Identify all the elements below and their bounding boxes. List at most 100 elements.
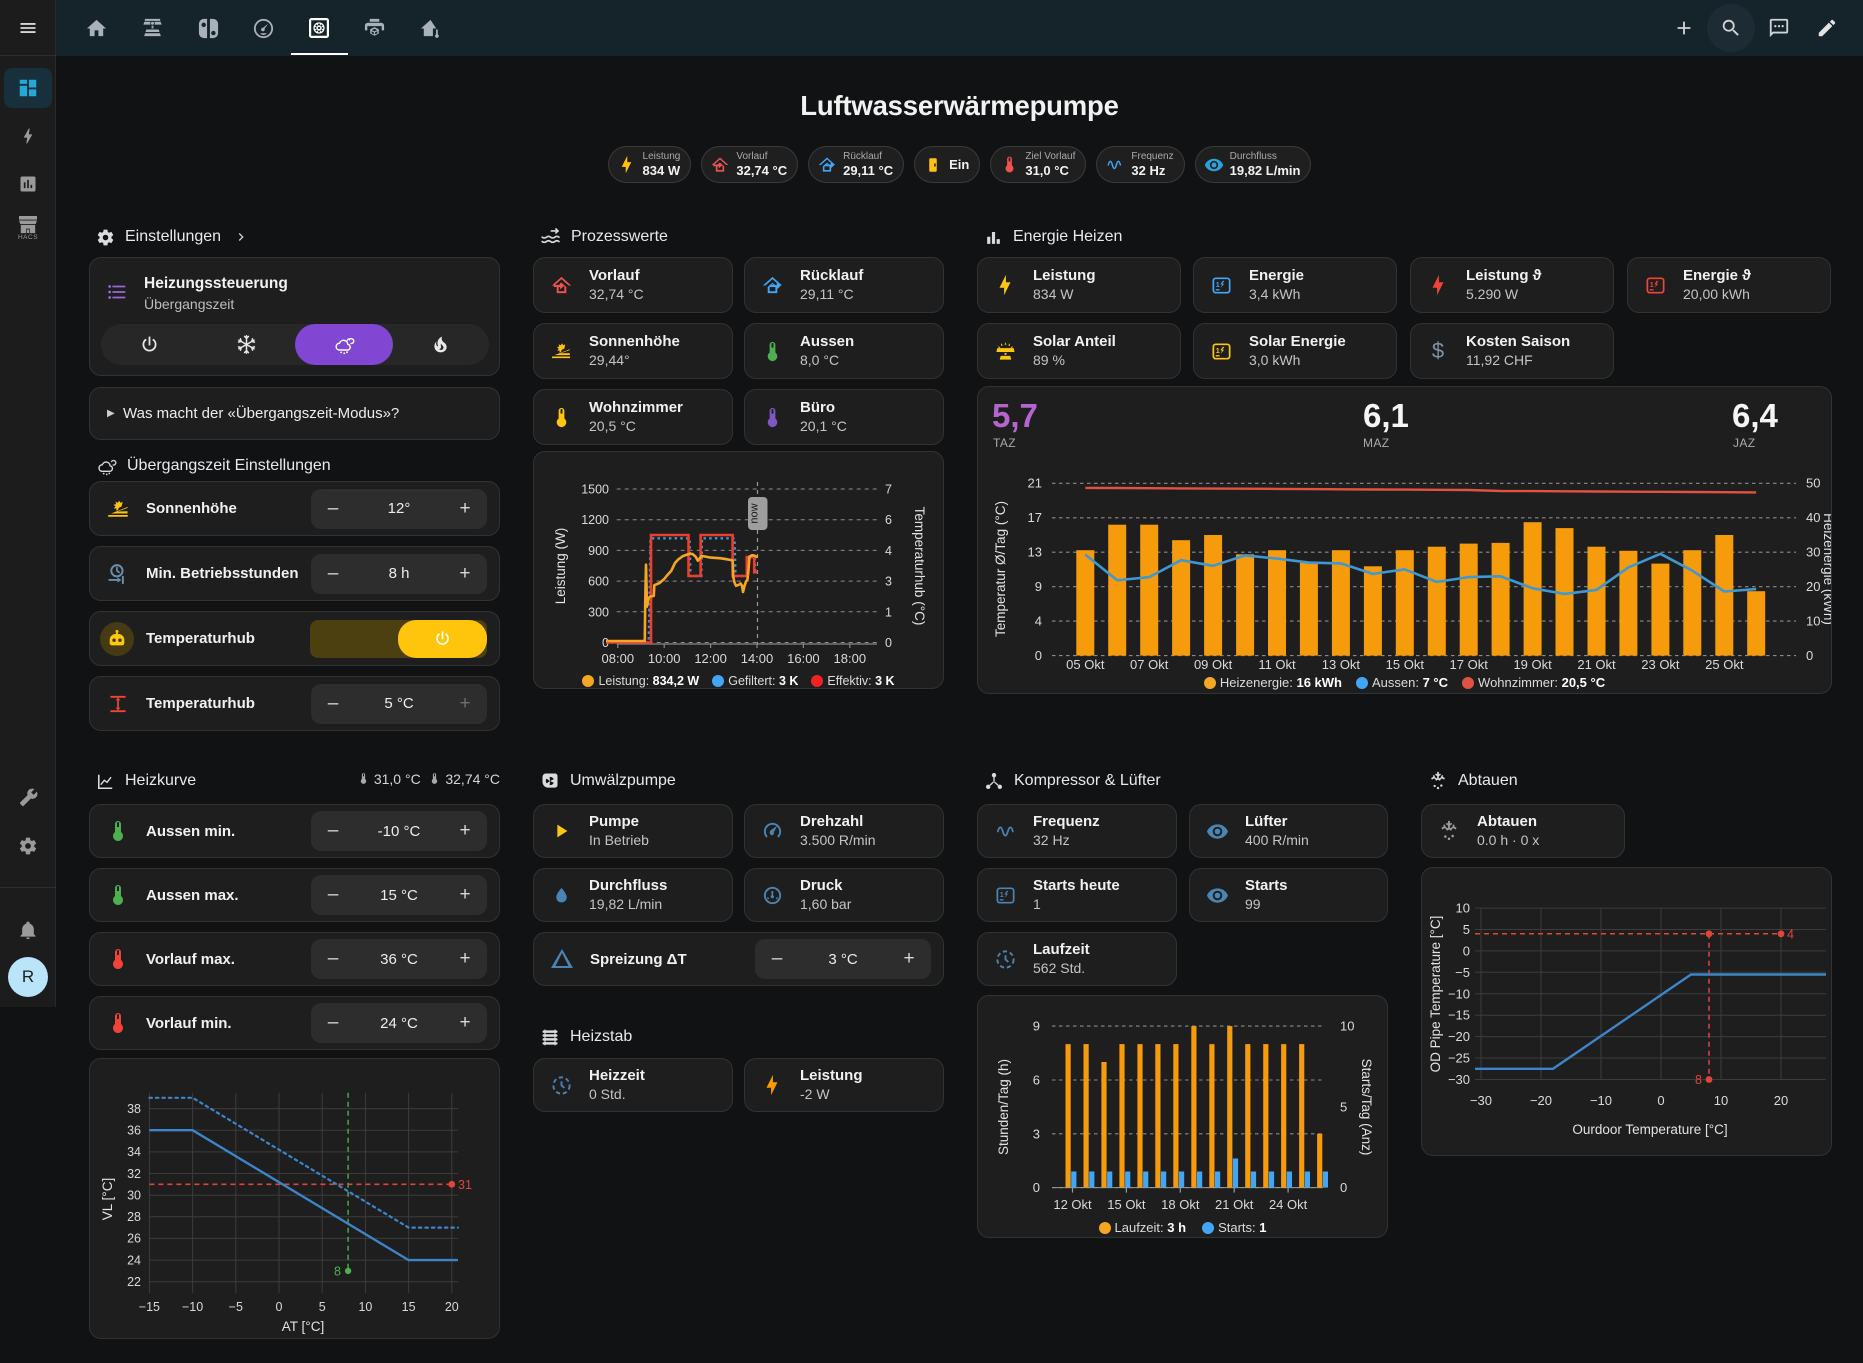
svg-text:20: 20 bbox=[445, 1300, 459, 1314]
svg-text:0: 0 bbox=[1033, 1180, 1040, 1195]
svg-text:−5: −5 bbox=[1455, 965, 1470, 980]
svg-text:1: 1 bbox=[1649, 280, 1653, 288]
svg-text:20: 20 bbox=[1806, 579, 1820, 594]
svg-text:6: 6 bbox=[1033, 1073, 1040, 1088]
svg-text:4: 4 bbox=[1035, 614, 1042, 629]
svg-text:07 Okt: 07 Okt bbox=[1130, 657, 1169, 672]
svg-text:24: 24 bbox=[127, 1253, 141, 1267]
svg-text:9: 9 bbox=[1035, 579, 1042, 594]
svg-text:10: 10 bbox=[1456, 901, 1470, 916]
svg-text:12 Okt: 12 Okt bbox=[1053, 1197, 1092, 1212]
svg-text:Temperatur Ø/Tag (°C): Temperatur Ø/Tag (°C) bbox=[993, 501, 1008, 637]
svg-text:1: 1 bbox=[999, 890, 1003, 898]
svg-text:−5: −5 bbox=[229, 1300, 243, 1314]
svg-text:−10: −10 bbox=[182, 1300, 203, 1314]
svg-text:21 Okt: 21 Okt bbox=[1577, 657, 1616, 672]
svg-text:600: 600 bbox=[588, 575, 609, 589]
svg-text:Leistung (W): Leistung (W) bbox=[553, 528, 568, 605]
svg-text:0: 0 bbox=[1340, 1180, 1347, 1195]
svg-text:7: 7 bbox=[885, 483, 892, 497]
svg-text:0: 0 bbox=[1463, 943, 1470, 958]
svg-text:23 Okt: 23 Okt bbox=[1641, 657, 1680, 672]
svg-text:Starts/Tag (Anz): Starts/Tag (Anz) bbox=[1359, 1059, 1374, 1156]
svg-text:18:00: 18:00 bbox=[834, 651, 867, 666]
svg-text:−30: −30 bbox=[1470, 1093, 1492, 1108]
svg-text:16:00: 16:00 bbox=[787, 651, 820, 666]
svg-text:0: 0 bbox=[602, 636, 609, 650]
svg-text:05 Okt: 05 Okt bbox=[1066, 657, 1105, 672]
svg-text:21: 21 bbox=[1028, 476, 1042, 491]
svg-text:4: 4 bbox=[1787, 927, 1794, 941]
svg-text:−20: −20 bbox=[1530, 1093, 1552, 1108]
svg-text:20: 20 bbox=[1774, 1093, 1788, 1108]
svg-text:1: 1 bbox=[1215, 280, 1219, 288]
svg-text:18 Okt: 18 Okt bbox=[1161, 1197, 1200, 1212]
svg-text:10: 10 bbox=[358, 1300, 372, 1314]
svg-text:Heizenergie (kWh): Heizenergie (kWh) bbox=[1821, 513, 1831, 625]
svg-text:19 Okt: 19 Okt bbox=[1513, 657, 1552, 672]
svg-text:1500: 1500 bbox=[581, 483, 609, 497]
svg-text:−25: −25 bbox=[1448, 1051, 1470, 1066]
svg-text:8: 8 bbox=[1695, 1073, 1702, 1087]
svg-text:0: 0 bbox=[276, 1300, 283, 1314]
svg-text:21 Okt: 21 Okt bbox=[1215, 1197, 1254, 1212]
svg-text:8: 8 bbox=[334, 1265, 341, 1279]
svg-text:1: 1 bbox=[1215, 346, 1219, 354]
svg-text:0: 0 bbox=[1657, 1093, 1664, 1108]
svg-text:26: 26 bbox=[127, 1232, 141, 1246]
svg-text:5: 5 bbox=[319, 1300, 326, 1314]
svg-text:−20: −20 bbox=[1448, 1029, 1470, 1044]
svg-text:50: 50 bbox=[1806, 476, 1820, 491]
svg-text:10: 10 bbox=[1714, 1093, 1728, 1108]
svg-text:AT [°C]: AT [°C] bbox=[282, 1319, 324, 1334]
svg-text:13 Okt: 13 Okt bbox=[1322, 657, 1361, 672]
svg-text:30: 30 bbox=[1806, 545, 1820, 560]
svg-text:10:00: 10:00 bbox=[648, 651, 681, 666]
svg-text:17 Okt: 17 Okt bbox=[1450, 657, 1489, 672]
svg-text:Stunden/Tag (h): Stunden/Tag (h) bbox=[996, 1059, 1011, 1155]
svg-text:0: 0 bbox=[1035, 648, 1042, 663]
svg-text:15: 15 bbox=[402, 1300, 416, 1314]
svg-text:25 Okt: 25 Okt bbox=[1705, 657, 1744, 672]
svg-text:5: 5 bbox=[1340, 1099, 1347, 1114]
svg-text:38: 38 bbox=[127, 1102, 141, 1116]
svg-text:9: 9 bbox=[1033, 1019, 1040, 1034]
svg-text:4: 4 bbox=[885, 544, 892, 558]
svg-text:1200: 1200 bbox=[581, 513, 609, 527]
svg-text:40: 40 bbox=[1806, 510, 1820, 525]
svg-text:10: 10 bbox=[1806, 614, 1820, 629]
svg-text:34: 34 bbox=[127, 1145, 141, 1159]
svg-text:VL [°C]: VL [°C] bbox=[100, 1178, 115, 1220]
svg-text:−10: −10 bbox=[1590, 1093, 1612, 1108]
svg-text:300: 300 bbox=[588, 605, 609, 619]
svg-text:3: 3 bbox=[1033, 1126, 1040, 1141]
svg-text:Temperaturhub (°C): Temperaturhub (°C) bbox=[912, 507, 927, 626]
svg-text:6: 6 bbox=[885, 513, 892, 527]
svg-text:31: 31 bbox=[458, 1178, 472, 1192]
svg-text:24 Okt: 24 Okt bbox=[1269, 1197, 1308, 1212]
svg-text:5: 5 bbox=[1463, 922, 1470, 937]
svg-text:15 Okt: 15 Okt bbox=[1386, 657, 1425, 672]
svg-text:09 Okt: 09 Okt bbox=[1194, 657, 1233, 672]
svg-text:0: 0 bbox=[885, 636, 892, 650]
svg-text:now: now bbox=[749, 503, 761, 523]
svg-text:Ourdoor Temperature [°C]: Ourdoor Temperature [°C] bbox=[1572, 1122, 1727, 1137]
svg-text:11 Okt: 11 Okt bbox=[1258, 657, 1296, 672]
svg-text:30: 30 bbox=[127, 1189, 141, 1203]
svg-text:36: 36 bbox=[127, 1124, 141, 1138]
svg-text:0: 0 bbox=[1806, 648, 1813, 663]
svg-text:32: 32 bbox=[127, 1167, 141, 1181]
svg-text:12:00: 12:00 bbox=[694, 651, 727, 666]
svg-text:−10: −10 bbox=[1448, 986, 1470, 1001]
svg-text:−15: −15 bbox=[139, 1300, 160, 1314]
svg-text:1: 1 bbox=[885, 605, 892, 619]
svg-text:22: 22 bbox=[127, 1275, 141, 1289]
svg-text:17: 17 bbox=[1028, 510, 1042, 525]
svg-text:15 Okt: 15 Okt bbox=[1107, 1197, 1146, 1212]
svg-text:900: 900 bbox=[588, 544, 609, 558]
svg-text:08:00: 08:00 bbox=[602, 651, 635, 666]
svg-text:3: 3 bbox=[885, 575, 892, 589]
svg-text:OD Pipe Temperature [°C]: OD Pipe Temperature [°C] bbox=[1428, 916, 1443, 1073]
svg-text:28: 28 bbox=[127, 1210, 141, 1224]
svg-text:10: 10 bbox=[1340, 1019, 1354, 1034]
